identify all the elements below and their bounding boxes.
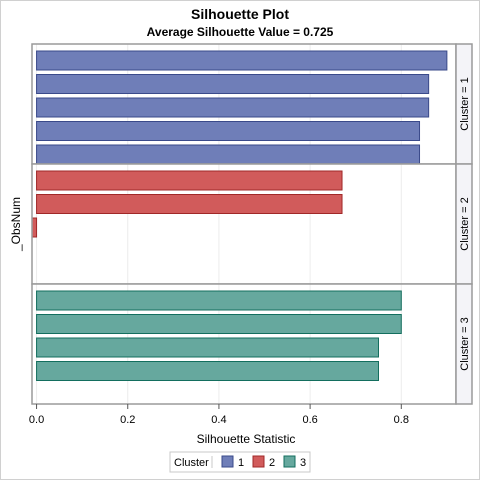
bar-cluster-2-1 bbox=[36, 170, 343, 191]
chart-title: Silhouette Plot bbox=[191, 6, 289, 22]
bar-cluster-3-2 bbox=[36, 314, 402, 334]
strip-label-cluster-1: Cluster = 1 bbox=[459, 77, 471, 131]
chart-subtitle: Average Silhouette Value = 0.725 bbox=[147, 25, 334, 39]
legend: Cluster 1 2 3 bbox=[169, 451, 311, 473]
legend-box bbox=[169, 451, 311, 473]
bar-cluster-2-2 bbox=[36, 194, 343, 214]
legend-swatch-1 bbox=[221, 455, 234, 468]
y-axis-label: _ObsNum bbox=[9, 197, 23, 252]
panel-strip bbox=[455, 283, 473, 405]
bar-cluster-3-4 bbox=[36, 361, 379, 381]
bar-cluster-1-3 bbox=[36, 97, 430, 118]
x-axis-label: Silhouette Statistic bbox=[197, 432, 296, 446]
strip-label-cluster-2: Cluster = 2 bbox=[459, 197, 471, 251]
x-tick-label-1: 0.2 bbox=[120, 414, 135, 426]
panel-cluster-2: Cluster = 2 bbox=[31, 163, 473, 285]
bar-cluster-1-2 bbox=[36, 74, 430, 94]
bar-cluster-3-1 bbox=[36, 290, 402, 311]
legend-label-1: 1 bbox=[238, 457, 244, 469]
legend-label-2: 2 bbox=[269, 457, 275, 469]
bar-cluster-1-1 bbox=[36, 50, 448, 71]
legend-title: Cluster bbox=[174, 457, 209, 469]
bar-cluster-3-3 bbox=[36, 337, 379, 358]
bar-cluster-1-5 bbox=[36, 144, 421, 165]
strip-label-cluster-3: Cluster = 3 bbox=[459, 317, 471, 371]
panel-cluster-1: Cluster = 1 bbox=[31, 43, 473, 165]
panels-layer: Cluster = 1 Cluster = 2 Cluster = 3 bbox=[31, 43, 473, 405]
legend-label-3: 3 bbox=[300, 457, 306, 469]
bar-cluster-1-4 bbox=[36, 121, 421, 141]
legend-swatch-3 bbox=[283, 455, 296, 468]
x-tick-label-3: 0.6 bbox=[302, 414, 317, 426]
x-tick-label-0: 0.0 bbox=[29, 414, 44, 426]
x-tick-label-2: 0.4 bbox=[211, 414, 226, 426]
legend-swatch-2 bbox=[252, 455, 265, 468]
panel-cluster-3: Cluster = 3 bbox=[31, 283, 473, 405]
x-tick-label-4: 0.8 bbox=[394, 414, 409, 426]
x-axis: 0.0 0.2 0.4 0.6 0.8 bbox=[29, 403, 456, 426]
